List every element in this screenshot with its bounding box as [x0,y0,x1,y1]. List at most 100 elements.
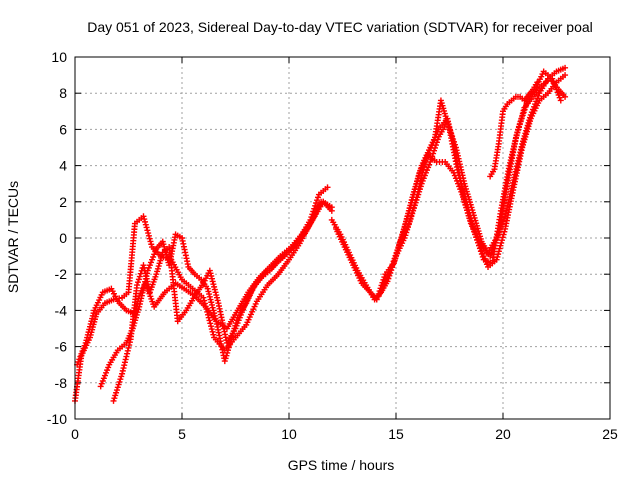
data-point [119,367,126,374]
data-point [158,254,165,261]
data-point [89,315,96,322]
data-point [117,376,124,383]
data-point [206,293,213,300]
data-point [549,75,556,82]
data-point [211,310,218,317]
data-point [479,253,486,260]
data-point [121,362,128,369]
data-point [314,197,321,204]
data-point [318,198,325,205]
data-point [143,224,150,231]
data-point [211,283,218,290]
data-point [221,358,228,365]
data-point [140,213,147,220]
series-track-h [380,68,564,289]
data-point [80,345,87,352]
data-point [121,359,128,366]
data-point [466,209,473,216]
data-point [86,326,93,333]
series-track-i [487,79,541,180]
data-point [155,263,162,270]
data-point [152,248,159,255]
y-tick-label: 6 [59,121,67,137]
data-point [135,276,142,283]
x-tick-label: 15 [388,426,404,442]
data-point [395,244,402,251]
data-point [208,301,215,308]
data-point [528,109,535,116]
data-point [208,299,215,306]
series-track-d [110,198,325,404]
data-point [501,228,508,235]
data-point [390,258,397,265]
data-point [158,252,165,259]
x-tick-label: 0 [71,426,79,442]
data-point [98,380,105,387]
data-point [388,263,395,270]
data-point [393,249,400,256]
data-point [78,350,85,357]
y-tick-label: 0 [59,230,67,246]
data-point [212,289,219,296]
y-tick-label: -10 [47,411,67,427]
y-tick-label: -4 [55,302,68,318]
data-point [235,317,242,324]
data-point [100,375,107,382]
data-point [556,94,563,101]
data-point [142,221,149,228]
series-track-a [72,198,335,404]
data-point [89,312,96,319]
data-point [534,95,541,102]
data-point [465,206,472,213]
data-point [225,347,232,354]
data-point [496,245,503,252]
data-point [118,373,125,380]
data-point [112,392,119,399]
data-point [209,304,216,311]
data-point [534,79,541,86]
data-point [207,296,214,303]
data-point [150,254,157,261]
data-point [157,257,164,264]
data-point [223,352,230,359]
data-point [210,307,217,314]
data-point [515,123,522,130]
data-point [533,98,540,105]
data-point [391,255,398,262]
data-point [473,234,480,241]
data-point [562,64,569,71]
x-tick-label: 10 [281,426,297,442]
data-point [555,92,562,99]
data-point [75,358,82,365]
data-point [394,247,401,254]
data-point [125,344,132,351]
data-point [552,83,559,90]
data-point [478,251,485,258]
data-point [470,223,477,230]
data-point [126,342,133,349]
data-point [232,325,239,332]
data-point [111,395,118,402]
data-point [122,356,129,363]
data-point [141,216,148,223]
data-point [471,228,478,235]
data-point [209,328,216,335]
data-point [88,318,95,325]
data-point [208,323,215,330]
data-point [428,156,435,163]
data-point [237,311,244,318]
plot-frame [74,56,611,420]
data-point [324,184,331,191]
data-point [499,234,506,241]
data-point [126,339,133,346]
data-point [213,294,220,301]
data-point [134,279,141,286]
data-point [104,367,111,374]
data-point [214,297,221,304]
data-point [529,106,536,113]
y-tick-label: 4 [59,158,67,174]
data-point [527,111,534,118]
data-point [90,310,97,317]
data-point [315,194,322,201]
data-point [124,347,131,354]
